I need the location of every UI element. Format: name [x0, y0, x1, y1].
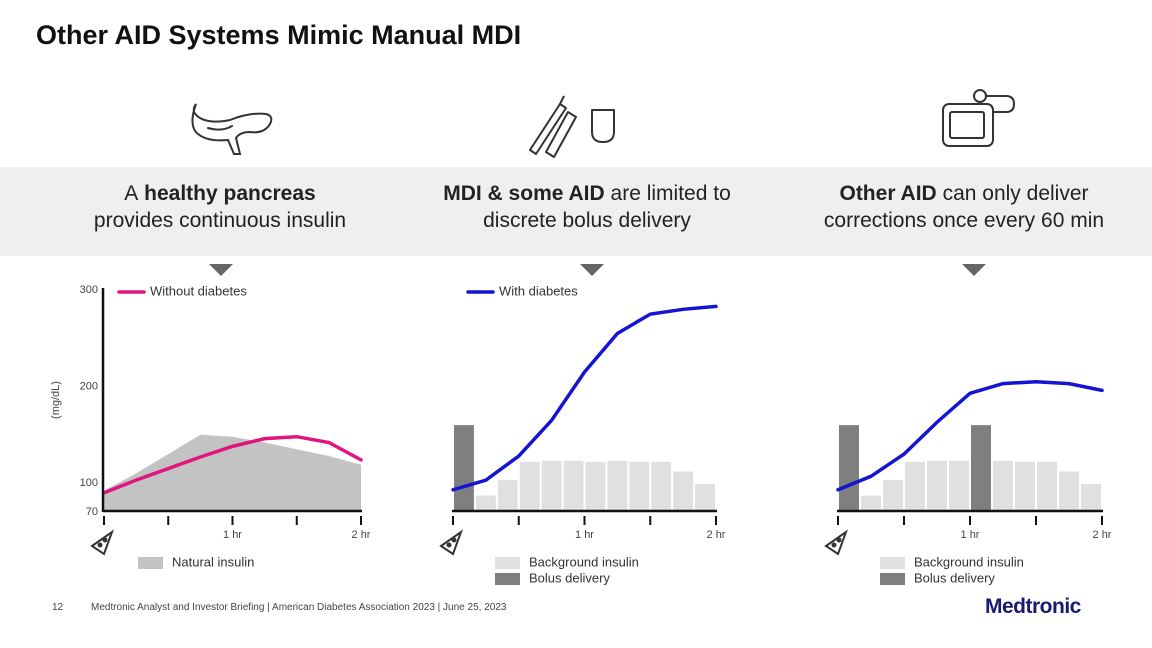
- line: [836, 379, 1104, 492]
- legend-label: Natural insulin: [172, 554, 254, 569]
- pancreas-icon: [191, 103, 273, 155]
- heading-text: are limited to: [611, 182, 731, 205]
- arrow: [209, 264, 233, 276]
- panel-heading: Other AID can only deliver corrections onc…: [774, 180, 1152, 234]
- y-axis-label: (mg/dL): [50, 381, 62, 419]
- line: [451, 304, 718, 492]
- legend-label: Background insulin: [529, 554, 639, 569]
- heading-plain: are limited to: [610, 182, 731, 205]
- bar: [949, 460, 969, 512]
- pen-icon: [529, 95, 615, 158]
- bar: [454, 425, 474, 512]
- arrow: [962, 264, 986, 276]
- bar: [971, 425, 991, 512]
- legend-label: Bolus delivery: [914, 570, 995, 585]
- area: [104, 434, 361, 512]
- heading-text: discrete bolus delivery: [483, 209, 691, 232]
- x-tick-label: 2 hr: [1093, 529, 1112, 541]
- bar: [629, 461, 650, 512]
- heading-text: provides continuous insulin: [94, 209, 346, 232]
- heading-text: healthy pancreas: [144, 182, 316, 205]
- bar: [607, 460, 628, 512]
- legend-swatch: [880, 557, 905, 569]
- slide-title: Other AID Systems Mimic Manual MDI: [36, 20, 522, 50]
- y-tick-label: 70: [86, 506, 98, 518]
- panel-heading: MDI & some AID are limited to discrete bol…: [397, 180, 777, 234]
- heading-text: MDI & some AID: [443, 182, 604, 205]
- bar: [695, 484, 715, 512]
- x-tick-label: 2 hr: [707, 529, 726, 541]
- heading-line: Other AID can only deliver: [774, 180, 1152, 207]
- bar: [673, 471, 694, 512]
- heading-text: can only deliver: [943, 182, 1089, 205]
- heading-line: provides continuous insulin: [30, 207, 410, 234]
- logo: Medtronic: [985, 595, 1081, 618]
- line: [102, 434, 363, 495]
- legend-label: Bolus delivery: [529, 570, 610, 585]
- heading-plain: can only deliver: [942, 182, 1089, 205]
- x-tick-label: 1 hr: [575, 529, 594, 541]
- legend-swatch: [880, 573, 905, 585]
- heading-bold: healthy pancreas: [144, 182, 316, 205]
- bar: [563, 460, 584, 512]
- heading-text: corrections once every 60 min: [824, 209, 1104, 232]
- pizza-icon: [90, 529, 849, 556]
- y-tick-label: 200: [80, 380, 98, 392]
- footer-text: Medtronic Analyst and Investor Briefing …: [91, 602, 507, 613]
- legend-swatch: [495, 573, 520, 585]
- heading-bold: MDI & some AID: [443, 182, 605, 205]
- bar: [1059, 471, 1079, 512]
- x-tick-label: 2 hr: [352, 529, 371, 541]
- page-number: 12: [52, 602, 64, 613]
- legend-swatch: [138, 557, 163, 569]
- heading-text: Other AID: [839, 182, 936, 205]
- bar: [905, 461, 925, 512]
- heading-plain: corrections once every 60 min: [823, 209, 1105, 232]
- x-tick-label: 1 hr: [223, 529, 242, 541]
- bar: [839, 425, 859, 512]
- bar: [1081, 484, 1101, 512]
- heading-line: MDI & some AID are limited to: [397, 180, 777, 207]
- bar: [519, 461, 540, 512]
- y-tick-label: 100: [80, 477, 98, 489]
- heading-plain: A: [124, 182, 139, 205]
- bar: [993, 460, 1013, 512]
- bar: [497, 480, 518, 512]
- bar: [1037, 461, 1057, 512]
- bar: [883, 480, 903, 512]
- heading-plain: provides continuous insulin: [93, 209, 347, 232]
- legend-label: Background insulin: [914, 554, 1024, 569]
- arrow: [580, 264, 604, 276]
- heading-band: [0, 167, 1152, 256]
- pump-icon: [942, 89, 1016, 147]
- legend-label: With diabetes: [499, 283, 578, 298]
- heading-line: corrections once every 60 min: [774, 207, 1152, 234]
- bar: [1015, 461, 1035, 512]
- bar: [651, 461, 672, 512]
- heading-text: A: [124, 182, 138, 205]
- bar: [475, 495, 496, 512]
- bar: [541, 460, 562, 512]
- heading-bold: Other AID: [839, 182, 937, 205]
- heading-plain: discrete bolus delivery: [483, 209, 691, 232]
- legend-label: Without diabetes: [150, 283, 247, 298]
- bar: [861, 495, 881, 512]
- bar: [585, 461, 606, 512]
- bar: [927, 460, 947, 512]
- heading-line: discrete bolus delivery: [397, 207, 777, 234]
- legend-swatch: [495, 557, 520, 569]
- y-tick-label: 300: [80, 284, 98, 296]
- x-tick-label: 1 hr: [961, 529, 980, 541]
